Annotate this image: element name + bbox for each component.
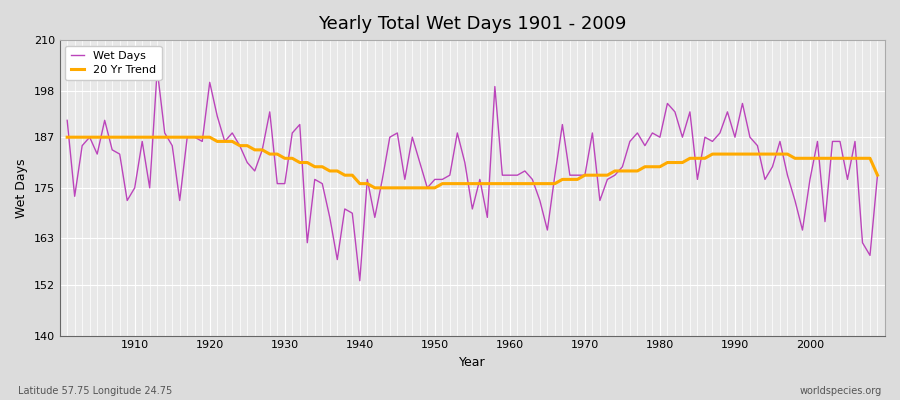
20 Yr Trend	[122, 135, 132, 140]
20 Yr Trend	[287, 156, 298, 161]
Wet Days	[339, 206, 350, 211]
X-axis label: Year: Year	[459, 356, 486, 369]
Title: Yearly Total Wet Days 1901 - 2009: Yearly Total Wet Days 1901 - 2009	[318, 15, 626, 33]
Wet Days	[152, 67, 163, 72]
Wet Days	[122, 198, 132, 203]
Wet Days	[512, 173, 523, 178]
20 Yr Trend	[62, 135, 73, 140]
20 Yr Trend	[872, 173, 883, 178]
Wet Days	[872, 173, 883, 178]
20 Yr Trend	[512, 181, 523, 186]
20 Yr Trend	[332, 168, 343, 173]
Line: Wet Days: Wet Days	[68, 70, 878, 281]
Line: 20 Yr Trend: 20 Yr Trend	[68, 137, 878, 188]
Wet Days	[294, 122, 305, 127]
Text: worldspecies.org: worldspecies.org	[800, 386, 882, 396]
Legend: Wet Days, 20 Yr Trend: Wet Days, 20 Yr Trend	[65, 46, 162, 80]
Wet Days	[355, 278, 365, 283]
20 Yr Trend	[504, 181, 515, 186]
20 Yr Trend	[369, 186, 380, 190]
Text: Latitude 57.75 Longitude 24.75: Latitude 57.75 Longitude 24.75	[18, 386, 172, 396]
Wet Days	[609, 173, 620, 178]
Wet Days	[62, 118, 73, 123]
Y-axis label: Wet Days: Wet Days	[15, 158, 28, 218]
20 Yr Trend	[602, 173, 613, 178]
Wet Days	[519, 168, 530, 173]
